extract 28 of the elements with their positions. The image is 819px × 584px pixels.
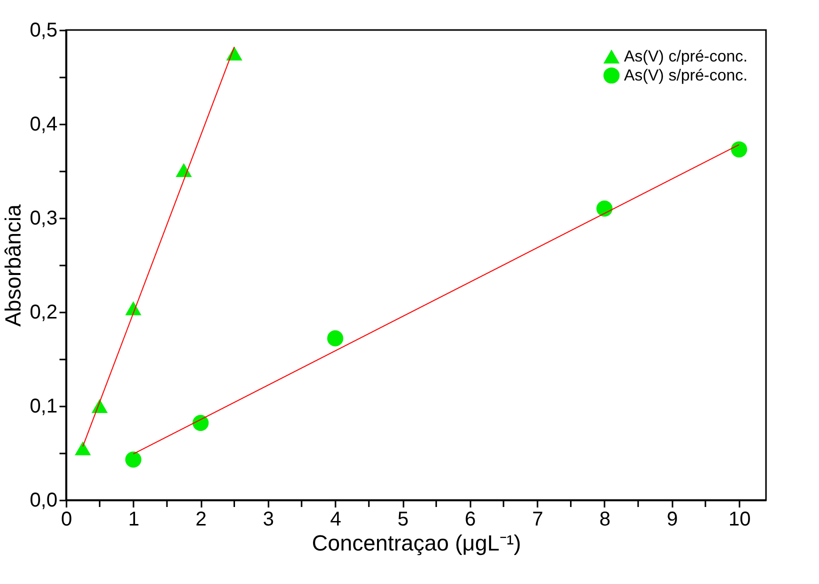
point [192, 414, 209, 431]
x-tick-label: 10 [728, 508, 751, 530]
y-tick-label: 0,2 [30, 302, 58, 324]
y-tick-label: 0,3 [30, 208, 58, 230]
point [74, 441, 91, 456]
point [176, 163, 192, 178]
legend-label: As(V) s/pré-conc. [624, 68, 748, 84]
x-tick-label: 6 [464, 508, 476, 530]
x-tick-label: 9 [666, 508, 678, 530]
x-tick-label: 8 [599, 508, 611, 530]
y-tick-label: 0,5 [30, 20, 58, 42]
y-tick-label: 0,4 [30, 114, 58, 136]
x-tick-label: 1 [128, 508, 140, 530]
x-axis-title: Concentraçao (μgL⁻¹) [312, 530, 522, 556]
x-tick-label: 2 [196, 508, 207, 530]
y-tick-label: 0,0 [30, 490, 58, 512]
point [731, 141, 748, 158]
y-tick-label: 0,1 [30, 396, 58, 418]
x-tick-label: 5 [397, 508, 409, 530]
x-tick-label: 7 [532, 508, 544, 530]
point [125, 452, 142, 468]
x-tick-label: 0 [60, 508, 72, 530]
x-tick-label: 3 [262, 508, 274, 530]
x-tick-label: 4 [330, 508, 342, 530]
point [327, 330, 344, 346]
legend-label: As(V) c/pré-conc. [624, 48, 748, 66]
y-axis-title: Absorbância [0, 204, 26, 327]
point [596, 200, 613, 217]
